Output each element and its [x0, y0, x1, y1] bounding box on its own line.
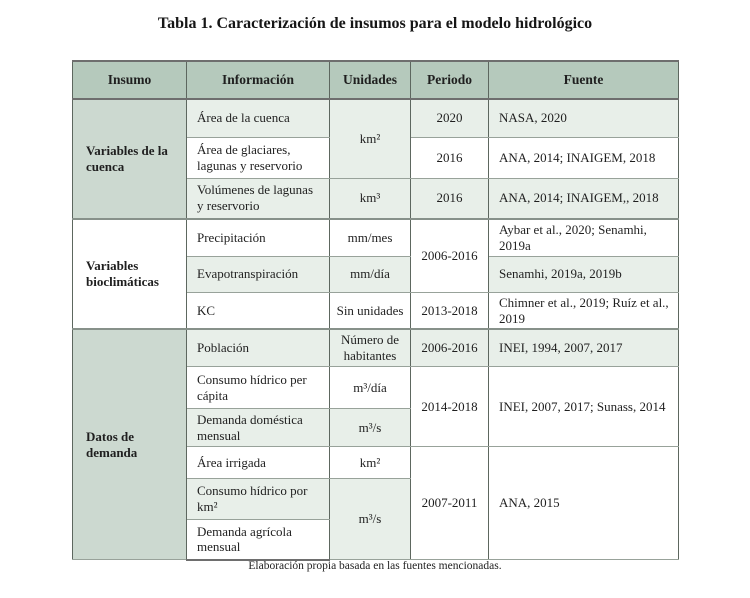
table-row: Consumo hídrico por km² m³/s — [73, 478, 679, 561]
cell-fuente: INEI, 2007, 2017; Sunass, 2014 — [488, 366, 679, 448]
cell-periodo: 2006-2016 — [410, 328, 489, 368]
table-title: Tabla 1. Caracterización de insumos para… — [157, 15, 593, 32]
cell-unidades: mm/día — [329, 255, 411, 293]
cell-fuente: NASA, 2020 — [488, 98, 679, 138]
cell-unidades: km³ — [329, 177, 411, 220]
table-row: Área irrigada km² 2007-2011 ANA, 2015 — [73, 446, 679, 561]
table-footnote: Elaboración propia basada en las fuentes… — [248, 560, 502, 572]
cell-periodo: 2013-2018 — [410, 291, 489, 330]
cell-periodo: 2006-2016 — [410, 217, 489, 293]
cell-unidades: km² — [329, 446, 411, 480]
group-cell-variables-cuenca: Variables de la cuenca — [72, 98, 187, 220]
cell-informacion: Área de la cuenca — [186, 98, 330, 138]
insumos-table: Insumo Información Unidades Periodo Fuen… — [72, 60, 679, 561]
cell-informacion: Área irrigada — [186, 446, 330, 480]
cell-informacion: Área de glaciares, lagunas y reservorio — [186, 136, 330, 179]
cell-informacion: Población — [186, 328, 330, 368]
cell-informacion: Precipitación — [186, 217, 330, 257]
cell-informacion: Demanda doméstica mensual — [186, 408, 330, 448]
cell-periodo: 2014-2018 — [410, 366, 489, 448]
cell-informacion: Evapotranspiración — [186, 255, 330, 293]
table-row: Variables de la cuenca Área de la cuenca… — [72, 98, 679, 220]
table-row: Demanda agrícola mensual — [73, 519, 679, 561]
column-header-informacion: Información — [186, 60, 330, 100]
column-header-fuente: Fuente — [488, 60, 679, 100]
group-cell-datos-demanda: Datos de demanda — [72, 328, 187, 561]
cell-unidades: m³/s — [329, 408, 411, 448]
cell-informacion: Consumo hídrico por km² — [186, 478, 330, 521]
column-header-unidades: Unidades — [329, 60, 411, 100]
cell-unidades: m³/día — [329, 366, 411, 410]
table-row: Datos de demanda Población Número de hab… — [72, 328, 679, 561]
table-row: Consumo hídrico per cápita m³/día 2014-2… — [73, 366, 679, 448]
cell-unidades: mm/mes — [329, 217, 411, 257]
cell-fuente: INEI, 1994, 2007, 2017 — [488, 328, 679, 368]
cell-periodo: 2016 — [410, 177, 489, 220]
cell-unidades: Número de habitantes — [329, 328, 411, 368]
cell-unidades: km² — [329, 98, 411, 179]
table-header-row: Insumo Información Unidades Periodo Fuen… — [72, 60, 679, 100]
cell-periodo: 2020 — [410, 98, 489, 138]
cell-unidades: m³/s — [329, 478, 411, 561]
cell-periodo: 2007-2011 — [410, 446, 489, 561]
cell-fuente: Aybar et al., 2020; Senamhi, 2019a — [488, 217, 679, 257]
cell-fuente: Senamhi, 2019a, 2019b — [488, 255, 679, 293]
cell-periodo: 2016 — [410, 136, 489, 179]
column-header-periodo: Periodo — [410, 60, 489, 100]
table-row: Evapotranspiración mm/día Senamhi, 2019a… — [73, 255, 679, 293]
table-row: Volúmenes de lagunas y reservorio km³ 20… — [73, 177, 679, 220]
cell-fuente: ANA, 2014; INAIGEM, 2018 — [488, 136, 679, 179]
cell-fuente: Chimner et al., 2019; Ruíz et al., 2019 — [488, 291, 679, 330]
group-cell-variables-bioclimaticas: Variables bioclimáticas — [72, 217, 187, 330]
column-header-insumo: Insumo — [72, 60, 187, 100]
table-row: Demanda doméstica mensual m³/s — [73, 408, 679, 448]
cell-informacion: Consumo hídrico per cápita — [186, 366, 330, 410]
table-row: Variables bioclimáticas Precipitación mm… — [72, 217, 679, 330]
cell-fuente: ANA, 2015 — [488, 446, 679, 561]
cell-informacion: KC — [186, 291, 330, 330]
cell-informacion: Demanda agrícola mensual — [186, 519, 330, 561]
cell-informacion: Volúmenes de lagunas y reservorio — [186, 177, 330, 220]
table-row: Área de glaciares, lagunas y reservorio … — [73, 136, 679, 179]
cell-fuente: ANA, 2014; INAIGEM,, 2018 — [488, 177, 679, 220]
cell-unidades: Sin unidades — [329, 291, 411, 330]
